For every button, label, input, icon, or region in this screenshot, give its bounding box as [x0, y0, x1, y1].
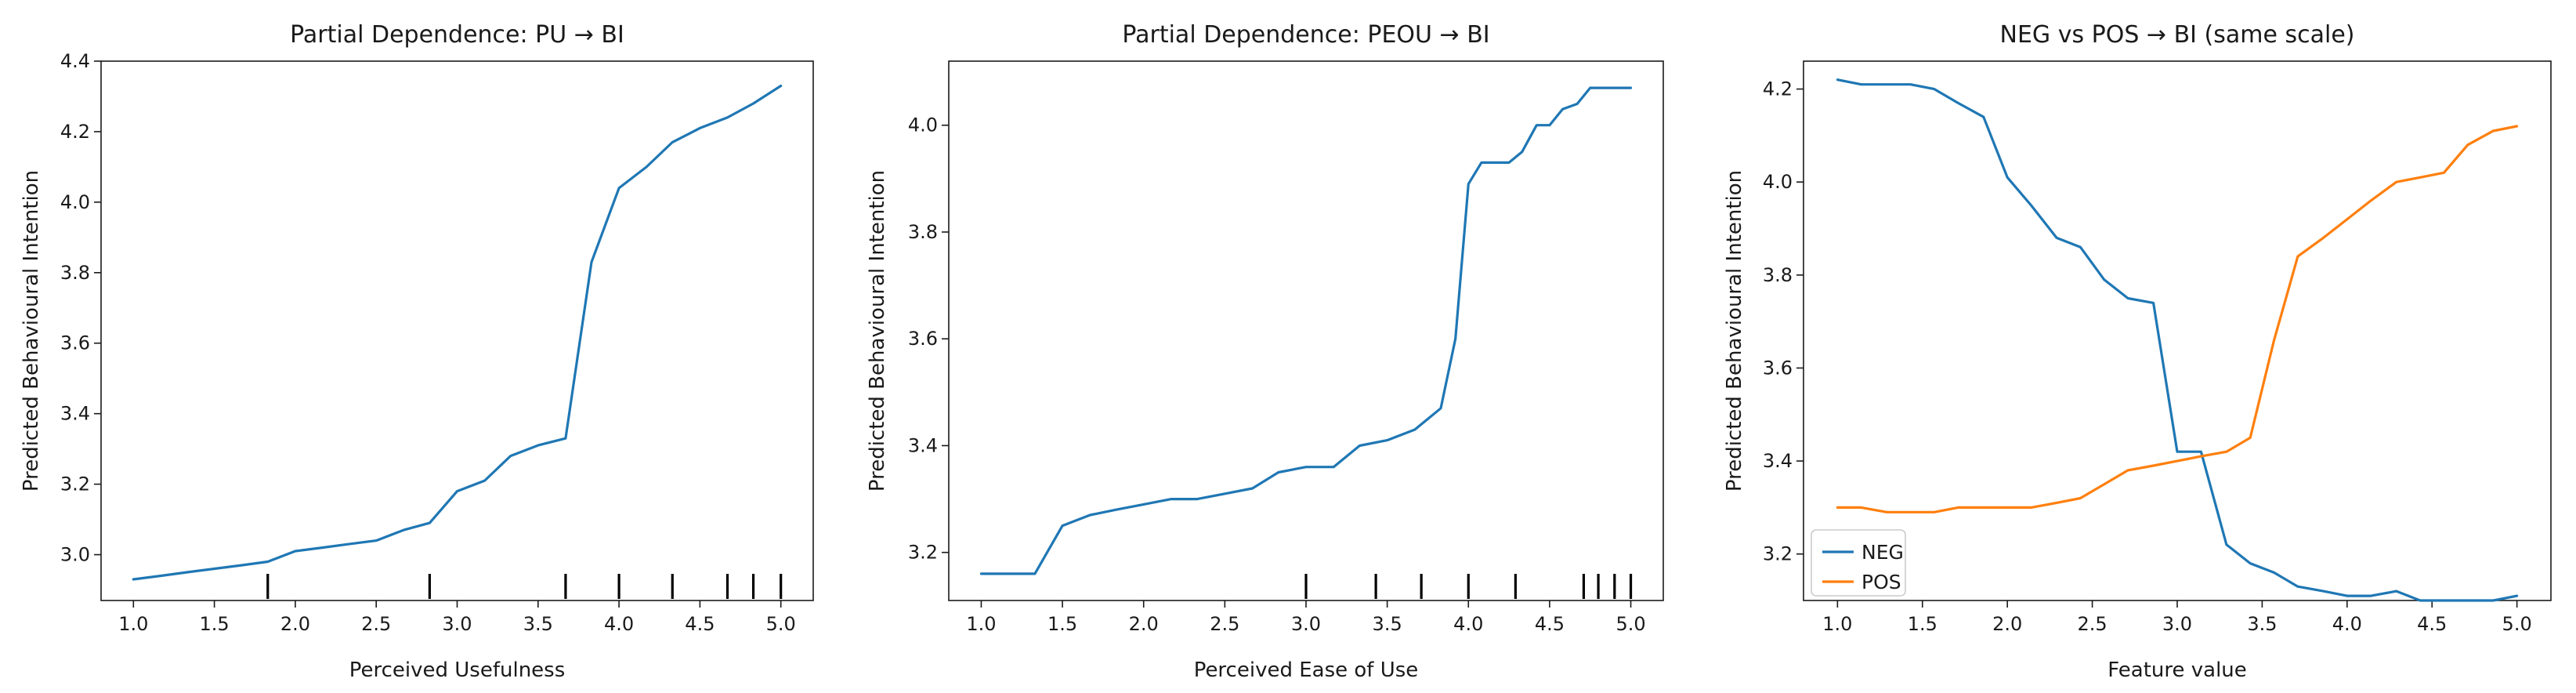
series-line [132, 84, 783, 581]
plot-lines [1836, 78, 2519, 602]
x-tick-label: 5.0 [766, 613, 796, 635]
plot-frame [100, 60, 814, 601]
y-tick-label: 4.4 [60, 50, 90, 72]
y-tick-label: 3.4 [908, 434, 938, 456]
x-axis: 1.0 1.5 2.0 2.5 3.0 3.5 4.0 4.5 5.0 [966, 600, 1646, 635]
y-tick-label: 3.2 [1763, 543, 1793, 565]
plot-lines [979, 86, 1633, 575]
x-tick-label: 3.5 [2247, 613, 2277, 635]
y-tick-label: 3.6 [908, 328, 938, 350]
x-tick-label: 4.5 [2417, 613, 2447, 635]
x-tick-label: 4.5 [685, 613, 715, 635]
x-tick-label: 2.5 [1210, 613, 1239, 635]
x-axis: 1.0 1.5 2.0 2.5 3.0 3.5 4.0 4.5 5.0 [118, 600, 796, 635]
x-tick-label: 4.0 [604, 613, 634, 635]
x-tick-label: 2.0 [1992, 613, 2022, 635]
x-tick-label: 2.0 [1129, 613, 1159, 635]
chart-title: Partial Dependence: PEOU → BI [1122, 21, 1489, 49]
x-axis-label: Perceived Usefulness [349, 659, 566, 682]
series-line [979, 86, 1633, 575]
x-axis-label: Feature value [2107, 659, 2247, 682]
x-tick-label: 3.0 [2162, 613, 2192, 635]
y-tick-label: 3.2 [60, 473, 90, 495]
x-tick-label: 2.0 [280, 613, 310, 635]
y-axis: 3.0 3.2 3.4 3.6 3.8 4.0 4.2 4.4 [60, 50, 101, 566]
rug-marks [266, 574, 783, 599]
y-tick-label: 3.8 [1763, 264, 1793, 286]
x-tick-label: 1.5 [1047, 613, 1077, 635]
y-tick-label: 4.2 [1763, 78, 1793, 100]
x-tick-label: 3.0 [1291, 613, 1321, 635]
plot-lines [132, 84, 783, 581]
legend: NEG POS [1811, 529, 1906, 597]
x-tick-label: 2.5 [2078, 613, 2107, 635]
legend-label-neg: NEG [1861, 541, 1904, 564]
y-axis: 3.2 3.4 3.6 3.8 4.0 4.2 [1763, 78, 1804, 565]
series-line-neg [1836, 78, 2519, 602]
x-tick-label: 4.0 [2332, 613, 2362, 635]
x-tick-label: 4.0 [1453, 613, 1483, 635]
panel-pu: Partial Dependence: PU → BI 1.0 1.5 2.0 2.5… [20, 21, 814, 682]
y-tick-label: 4.0 [60, 191, 90, 213]
legend-box [1811, 529, 1906, 597]
y-tick-label: 3.6 [60, 332, 90, 354]
x-tick-label: 1.0 [966, 613, 996, 635]
y-tick-label: 3.8 [60, 262, 90, 284]
x-axis-label: Perceived Ease of Use [1194, 659, 1419, 682]
x-axis: 1.0 1.5 2.0 2.5 3.0 3.5 4.0 4.5 5.0 [1822, 600, 2532, 635]
plot-frame [948, 60, 1664, 601]
x-tick-label: 2.5 [361, 613, 391, 635]
y-tick-label: 3.2 [908, 542, 938, 564]
series-line-pos [1836, 125, 2519, 513]
x-tick-label: 5.0 [2502, 613, 2532, 635]
y-axis: 3.2 3.4 3.6 3.8 4.0 [908, 114, 949, 564]
x-tick-label: 1.0 [1822, 613, 1852, 635]
y-axis-label: Predicted Behavioural Intention [20, 170, 43, 492]
x-tick-label: 3.0 [442, 613, 472, 635]
y-axis-label: Predicted Behavioural Intention [1723, 170, 1746, 492]
chart-title: Partial Dependence: PU → BI [290, 21, 624, 49]
x-tick-label: 1.5 [1908, 613, 1937, 635]
rug-marks [1304, 574, 1633, 599]
y-tick-label: 4.2 [60, 121, 90, 143]
chart-title: NEG vs POS → BI (same scale) [2000, 21, 2355, 49]
y-axis-label: Predicted Behavioural Intention [866, 170, 889, 492]
x-tick-label: 3.5 [1373, 613, 1402, 635]
y-tick-label: 4.0 [908, 114, 938, 136]
x-tick-label: 1.5 [200, 613, 230, 635]
plot-frame [1803, 60, 2552, 601]
y-tick-label: 3.6 [1763, 357, 1793, 379]
x-tick-label: 1.0 [118, 613, 148, 635]
x-tick-label: 3.5 [523, 613, 553, 635]
y-tick-label: 3.0 [60, 544, 90, 566]
y-tick-label: 4.0 [1763, 171, 1793, 193]
legend-label-pos: POS [1861, 571, 1901, 593]
x-tick-label: 4.5 [1535, 613, 1565, 635]
panel-neg-pos: NEG vs POS → BI (same scale) 1.0 1.5 2.0 2.… [1723, 21, 2552, 682]
x-tick-label: 5.0 [1615, 613, 1645, 635]
y-tick-label: 3.4 [60, 403, 90, 425]
panel-peou: Partial Dependence: PEOU → BI 1.0 1.5 2.0 2… [866, 21, 1664, 682]
y-tick-label: 3.8 [908, 221, 938, 243]
y-tick-label: 3.4 [1763, 450, 1793, 472]
